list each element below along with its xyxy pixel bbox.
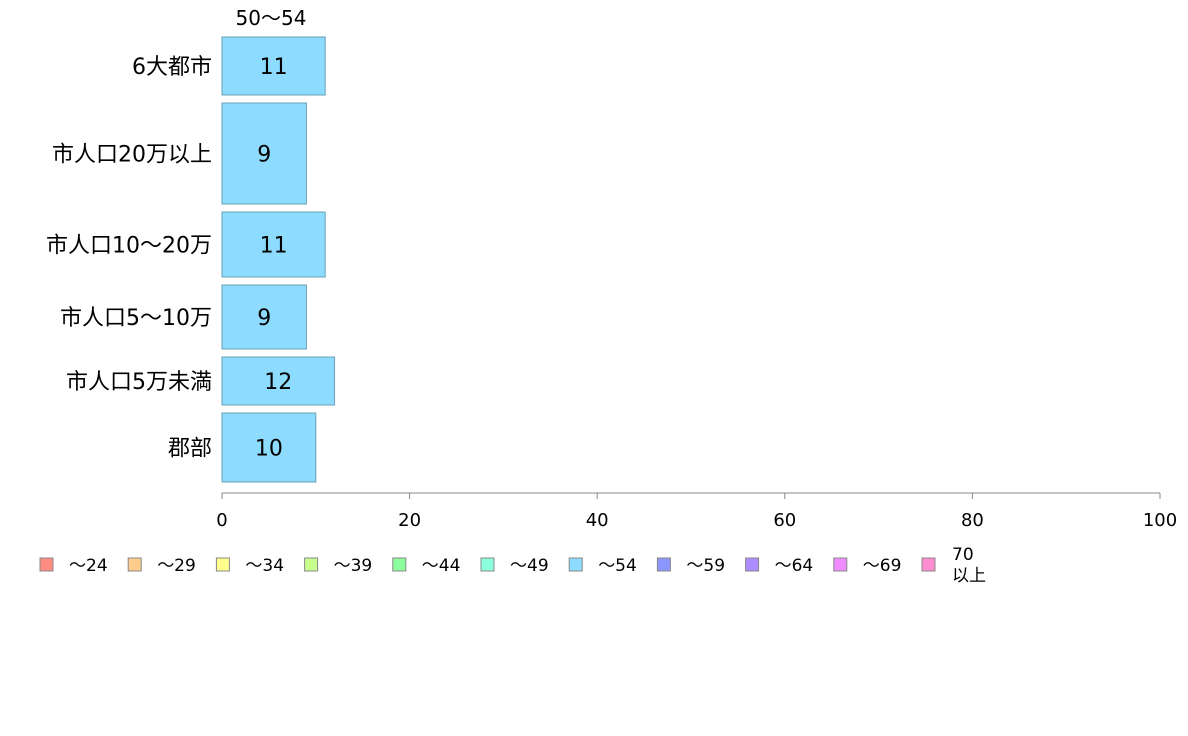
legend-label: 〜64 (775, 556, 814, 576)
category-label: 市人口5万未満 (66, 370, 212, 395)
legend-swatch (656, 557, 671, 572)
category-label: 市人口20万以上 (52, 143, 212, 168)
legend-label: 〜54 (598, 556, 637, 576)
legend-label: 〜49 (510, 556, 549, 576)
data-label: 12 (264, 370, 292, 395)
legend-label: 〜69 (863, 556, 902, 576)
legend: 〜24 〜29 〜34 〜39 〜44 〜49 〜54 〜59 〜64 〜69 70 以上 (39, 545, 986, 586)
legend-swatch (480, 557, 495, 572)
legend-label: 〜39 (334, 556, 373, 576)
x-tick-label: 20 (398, 510, 421, 531)
bar (221, 211, 326, 278)
legend-swatch (215, 557, 230, 572)
legend-label: 〜24 (69, 556, 108, 576)
bar (221, 356, 336, 406)
category-label: 市人口5〜10万 (60, 306, 212, 331)
legend-label: 〜29 (157, 556, 196, 576)
legend-swatch (833, 557, 848, 572)
bars-group: 6大都市 11 市人口20万以上 9 市人口10〜20万 11 市人口5〜10万 9 市人口5万… (46, 36, 336, 483)
legend-swatch (921, 557, 936, 572)
series-title: 50〜54 (236, 6, 307, 30)
category-label: 6大都市 (132, 55, 212, 80)
legend-swatch (127, 557, 142, 572)
legend-swatch (304, 557, 319, 572)
data-label: 11 (260, 55, 288, 80)
x-tick-label: 80 (961, 510, 984, 531)
data-label: 9 (257, 306, 271, 331)
category-label: 郡部 (168, 437, 212, 462)
data-label: 10 (255, 437, 283, 462)
bar (221, 36, 326, 96)
legend-label: 〜44 (422, 556, 461, 576)
legend-label: 〜34 (245, 556, 284, 576)
legend-swatch (745, 557, 760, 572)
legend-swatch (39, 557, 54, 572)
bar (221, 412, 317, 483)
x-tick-label: 0 (216, 510, 227, 531)
x-tick-label: 40 (586, 510, 609, 531)
data-label: 11 (260, 234, 288, 259)
legend-swatch (392, 557, 407, 572)
category-label: 市人口10〜20万 (46, 234, 212, 259)
legend-label: 70 以上 (952, 545, 986, 586)
x-tick-label: 100 (1143, 510, 1177, 531)
bar (221, 284, 307, 350)
bar (221, 102, 307, 205)
legend-swatch (568, 557, 583, 572)
x-tick-label: 60 (773, 510, 796, 531)
x-axis: 0 20 40 60 80 100 (216, 492, 1177, 531)
legend-label: 〜59 (686, 556, 725, 576)
data-label: 9 (257, 143, 271, 168)
